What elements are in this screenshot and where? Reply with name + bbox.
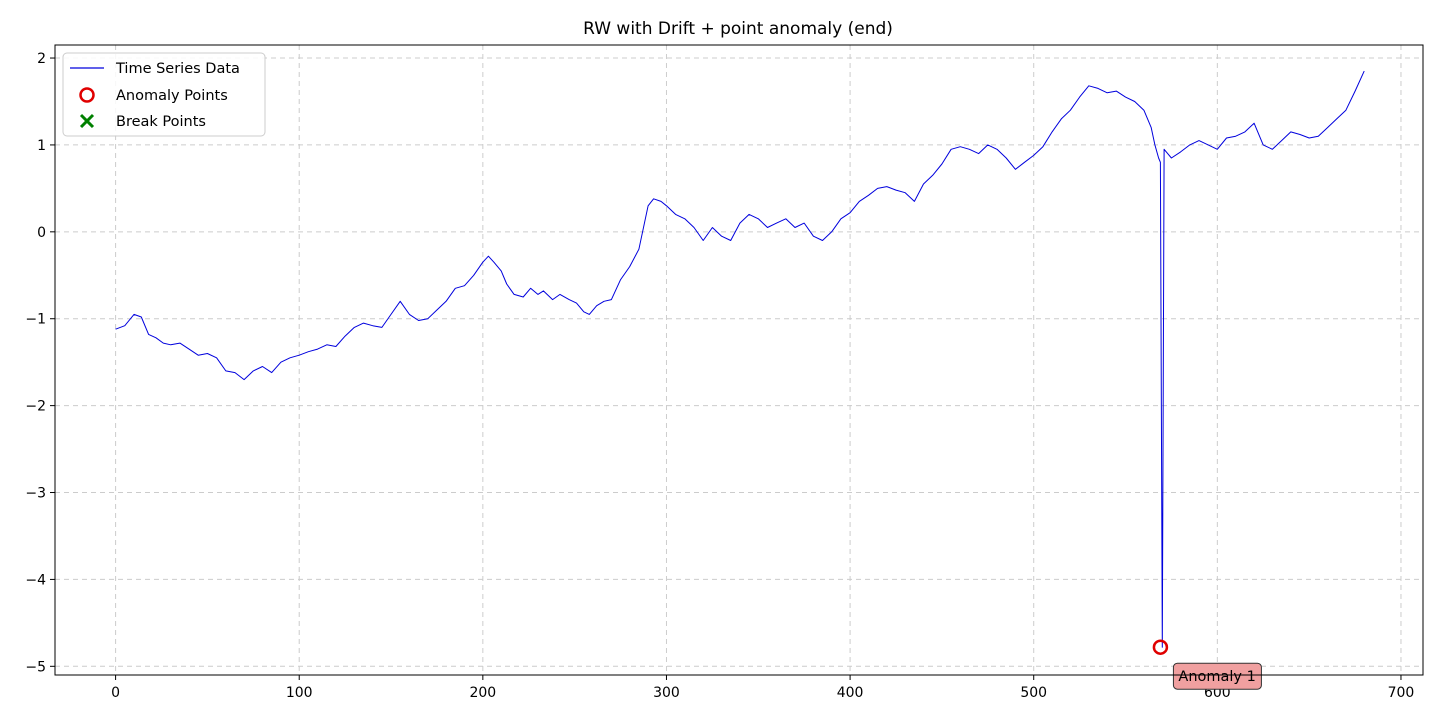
y-tick-label: 0 [37, 225, 46, 241]
legend: Time Series Data Anomaly Points Break Po… [62, 52, 266, 137]
legend-label-break: Break Points [116, 114, 206, 130]
grid-layer [55, 45, 1423, 675]
series-layer [115, 70, 1365, 648]
y-tick-label: −1 [25, 312, 46, 328]
annotation-box [1172, 662, 1262, 690]
anomaly-annotation: Anomaly 1 [1172, 662, 1262, 690]
x-tick-label: 0 [111, 685, 120, 701]
annotation-label: Anomaly 1 [1178, 669, 1255, 685]
chart-title: RW with Drift + point anomaly (end) [583, 19, 893, 39]
anomaly-layer [1152, 639, 1169, 655]
y-tick-label: −4 [25, 572, 46, 588]
y-tick-label: −3 [25, 486, 46, 502]
x-tick-label: 200 [469, 685, 496, 701]
x-tick-label: 300 [653, 685, 680, 701]
legend-label-series: Time Series Data [115, 61, 240, 77]
x-tick-label: 400 [837, 685, 864, 701]
annotation-layer: Anomaly 1 [1172, 662, 1262, 690]
plot-frame [54, 44, 1424, 676]
x-tick-label: 100 [286, 685, 313, 701]
y-tick-label: 1 [37, 138, 46, 154]
y-tick-label: −5 [25, 659, 46, 675]
x-tick-label: 500 [1020, 685, 1047, 701]
legend-break-marker [79, 113, 95, 129]
y-tick-label: −2 [25, 399, 46, 415]
series-line [115, 70, 1365, 648]
x-tick-label: 700 [1388, 685, 1415, 701]
legend-anomaly-marker [79, 87, 95, 103]
anomaly-point [1152, 639, 1169, 655]
legend-box [62, 52, 266, 137]
y-tick-label: 2 [37, 51, 46, 67]
legend-label-anomaly: Anomaly Points [116, 88, 228, 104]
